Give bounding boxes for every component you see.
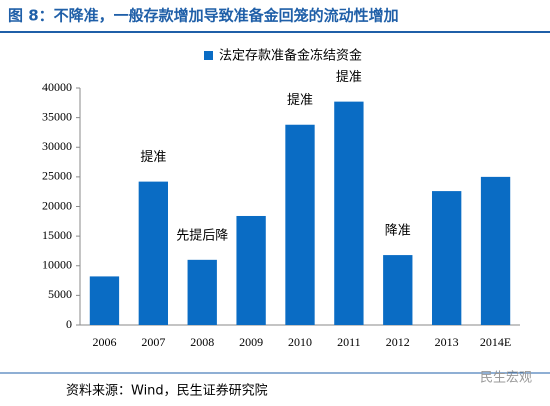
bar	[285, 124, 315, 325]
watermark: 民生宏观	[480, 371, 532, 386]
y-tick-label: 10000	[42, 258, 72, 272]
bar	[480, 176, 511, 325]
x-tick-label: 2012	[386, 335, 410, 349]
y-tick-label: 30000	[42, 139, 72, 153]
x-tick-label: 2014E	[480, 335, 511, 349]
x-tick-label: 2013	[435, 335, 459, 349]
chart-title: 图 8：不降准，一般存款增加导致准备金回笼的流动性增加	[8, 7, 399, 25]
annotation: 提准	[287, 92, 313, 108]
y-tick-label: 20000	[42, 198, 72, 212]
x-tick-label: 2011	[337, 335, 361, 349]
annotation: 先提后降	[176, 227, 228, 243]
annotation: 降准	[385, 224, 411, 239]
x-tick-label: 2009	[239, 335, 263, 349]
y-tick-label: 25000	[42, 169, 72, 183]
x-tick-label: 2007	[141, 335, 165, 349]
y-tick-label: 15000	[42, 228, 72, 242]
y-tick-label: 0	[66, 317, 72, 331]
bar	[89, 276, 120, 325]
y-tick-label: 5000	[48, 287, 72, 301]
source: 资料来源：Wind，民生证券研究院	[66, 383, 268, 399]
y-tick-label: 35000	[42, 109, 72, 123]
annotation: 提准	[336, 69, 362, 85]
x-tick-label: 2006	[92, 335, 116, 349]
bar	[383, 255, 413, 325]
x-tick-label: 2010	[288, 335, 312, 349]
x-tick-label: 2008	[190, 335, 214, 349]
bar	[432, 191, 462, 325]
bar	[236, 215, 266, 325]
bar	[187, 259, 217, 325]
bar	[334, 101, 364, 325]
bar	[138, 181, 168, 325]
legend-swatch	[204, 51, 213, 60]
legend-label: 法定存款准备金冻结资金	[219, 48, 362, 64]
y-tick-label: 40000	[42, 80, 72, 94]
annotation: 提准	[140, 149, 166, 165]
